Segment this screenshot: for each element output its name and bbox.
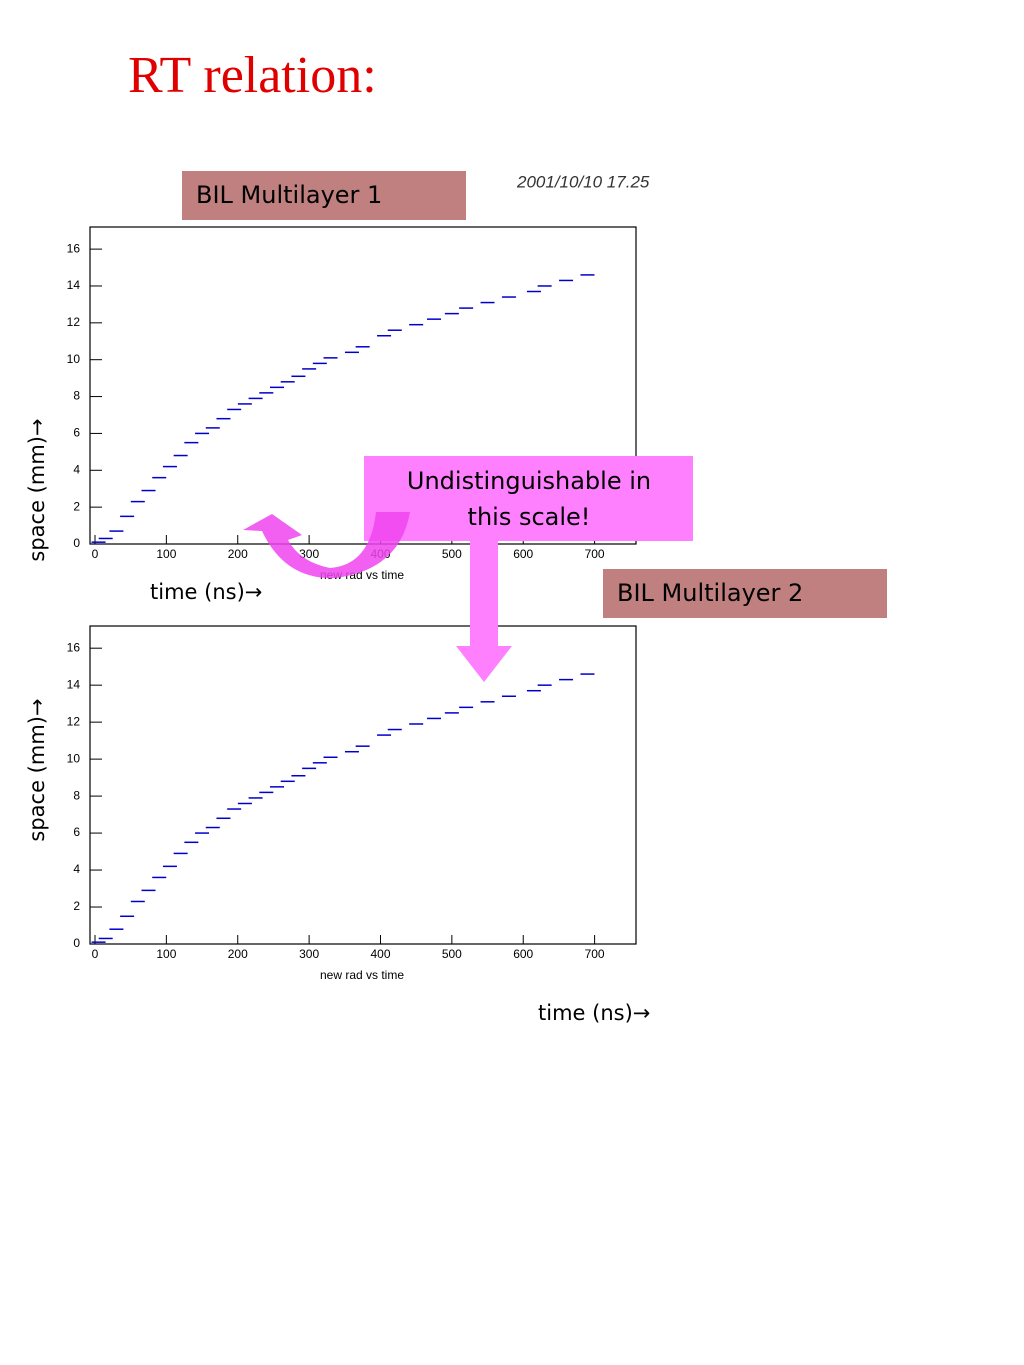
x-axis-title: time (ns)→ xyxy=(538,1001,650,1025)
y-tick-label: 16 xyxy=(67,640,81,654)
histogram-title: new rad vs time xyxy=(320,968,404,982)
y-tick-label: 14 xyxy=(67,677,81,691)
y-tick-label: 4 xyxy=(73,862,80,876)
y-tick-label: 0 xyxy=(73,936,80,950)
y-tick-label: 0 xyxy=(73,536,80,550)
x-tick-label: 500 xyxy=(442,947,462,961)
x-tick-label: 200 xyxy=(228,547,248,561)
x-tick-label: 300 xyxy=(299,547,319,561)
y-tick-label: 10 xyxy=(67,352,81,366)
x-tick-label: 700 xyxy=(585,947,605,961)
y-tick-label: 14 xyxy=(67,278,81,292)
x-tick-label: 600 xyxy=(513,547,533,561)
y-tick-label: 6 xyxy=(73,825,80,839)
y-tick-label: 2 xyxy=(73,899,80,913)
y-tick-label: 2 xyxy=(73,499,80,513)
chart-label: BIL Multilayer 2 xyxy=(617,579,803,607)
x-tick-label: 100 xyxy=(156,547,176,561)
annotation-box xyxy=(364,456,693,541)
y-axis-title: space (mm)→ xyxy=(25,418,49,561)
x-tick-label: 300 xyxy=(299,947,319,961)
y-tick-label: 4 xyxy=(73,462,80,476)
curved-arrow xyxy=(243,512,410,579)
annotation-text: Undistinguishable in xyxy=(407,467,651,495)
x-tick-label: 200 xyxy=(228,947,248,961)
y-tick-label: 8 xyxy=(73,389,80,403)
x-axis-title: time (ns)→ xyxy=(150,580,262,604)
y-tick-label: 12 xyxy=(67,714,81,728)
x-tick-label: 500 xyxy=(442,547,462,561)
plot-frame xyxy=(89,226,637,545)
chart-label: BIL Multilayer 1 xyxy=(196,181,382,209)
x-tick-label: 0 xyxy=(92,947,99,961)
label-box xyxy=(603,569,887,618)
slide-title: RT relation: xyxy=(128,47,377,104)
timestamp: 2001/10/10 17.25 xyxy=(516,172,650,191)
y-tick-label: 10 xyxy=(67,751,81,765)
x-tick-label: 100 xyxy=(156,947,176,961)
y-tick-label: 6 xyxy=(73,426,80,440)
label-box xyxy=(182,171,466,220)
y-tick-label: 8 xyxy=(73,788,80,802)
x-tick-label: 400 xyxy=(370,947,390,961)
y-tick-label: 16 xyxy=(67,241,81,255)
x-tick-label: 600 xyxy=(513,947,533,961)
down-arrow xyxy=(456,534,512,682)
plot-frame xyxy=(89,625,637,945)
x-tick-label: 700 xyxy=(585,547,605,561)
y-tick-label: 12 xyxy=(67,315,81,329)
y-axis-title: space (mm)→ xyxy=(25,698,49,841)
annotation-text: this scale! xyxy=(468,503,591,531)
x-tick-label: 0 xyxy=(92,547,99,561)
